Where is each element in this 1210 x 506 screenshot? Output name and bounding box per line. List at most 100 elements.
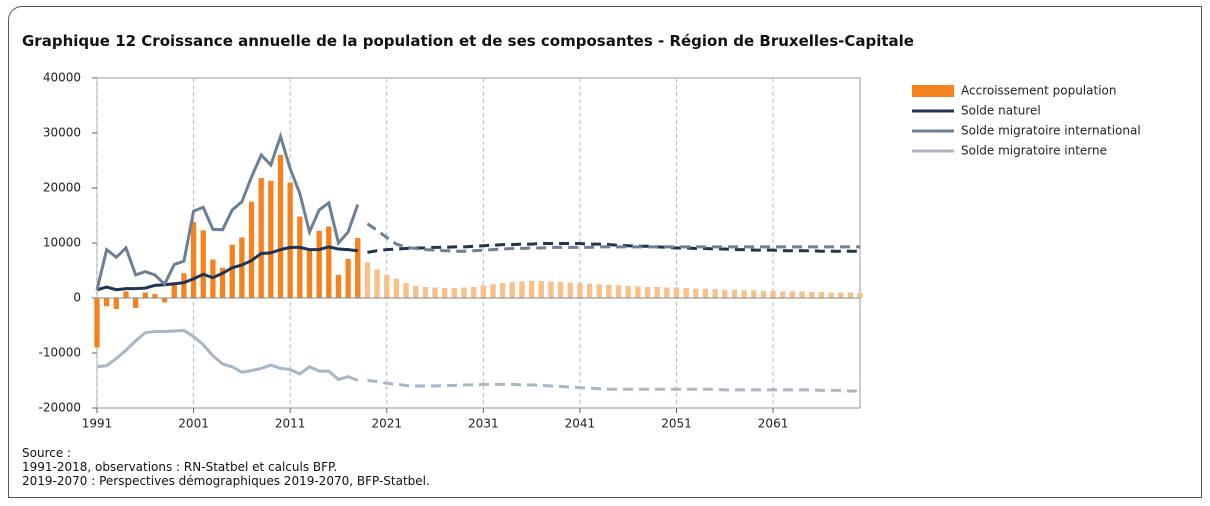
bar — [760, 290, 767, 298]
bar — [606, 284, 612, 298]
bar — [104, 298, 110, 307]
bar — [248, 201, 255, 298]
x-tick-label: 2021 — [371, 417, 402, 431]
y-tick-label: 10000 — [43, 236, 81, 250]
bar — [828, 292, 834, 298]
bar — [432, 287, 438, 298]
bar — [94, 298, 100, 348]
bar — [219, 267, 226, 298]
source: Source : 1991-2018, observations : RN-St… — [22, 446, 430, 488]
bar — [722, 289, 728, 298]
x-tick-label: 1991 — [82, 417, 113, 431]
bar — [499, 283, 506, 298]
bar — [306, 248, 313, 298]
bar — [809, 291, 815, 298]
bar — [461, 287, 467, 298]
bar — [567, 282, 573, 298]
bar — [355, 238, 361, 298]
bar — [528, 280, 535, 298]
y-tick-label: 0 — [73, 291, 81, 305]
bar — [326, 226, 332, 298]
x-tick-label: 2051 — [661, 417, 692, 431]
chart-title: Graphique 12 Croissance annuelle de la p… — [22, 32, 914, 50]
x-tick-label: 2031 — [468, 417, 499, 431]
bar — [480, 285, 486, 298]
bar — [702, 288, 709, 298]
frame — [8, 6, 1202, 498]
bar — [277, 155, 284, 298]
bar — [335, 274, 342, 298]
bar — [200, 230, 206, 298]
bar — [770, 290, 776, 298]
bar — [258, 178, 264, 298]
legend-label: Accroissement population — [961, 84, 1116, 98]
line-projection — [366, 222, 860, 253]
bar — [625, 285, 631, 298]
bar — [316, 230, 322, 298]
bar — [413, 285, 419, 298]
bar — [345, 258, 351, 298]
legend-swatch — [912, 85, 954, 97]
legend-label: Solde naturel — [961, 104, 1041, 118]
bar — [683, 288, 689, 298]
source-line: Source : — [22, 446, 72, 460]
y-tick-label: 20000 — [43, 181, 81, 195]
line-projection — [367, 242, 860, 254]
bar — [490, 284, 496, 298]
x-tick-label: 2041 — [565, 417, 596, 431]
y-tick-label: -10000 — [38, 346, 81, 360]
bar — [239, 237, 245, 298]
bar — [847, 292, 853, 298]
bar — [519, 281, 525, 298]
bar — [838, 292, 844, 298]
bar — [442, 288, 448, 298]
bar — [693, 288, 699, 298]
bar — [229, 244, 235, 298]
bar — [471, 287, 477, 298]
bar — [287, 182, 293, 298]
bar — [577, 283, 583, 298]
bar — [818, 291, 825, 298]
bar — [635, 286, 641, 298]
bar — [403, 283, 409, 298]
source-line: 1991-2018, observations : RN-Statbel et … — [22, 460, 338, 474]
bar — [673, 287, 680, 298]
x-tick-label: 2001 — [178, 417, 209, 431]
bar — [538, 280, 544, 298]
line — [95, 131, 360, 291]
bar — [741, 290, 747, 298]
bar — [393, 278, 400, 298]
bar — [751, 290, 757, 298]
bar — [596, 284, 602, 298]
bar — [712, 289, 718, 298]
bar — [789, 291, 796, 298]
x-tick-label: 2011 — [275, 417, 306, 431]
bar — [181, 273, 187, 298]
bar — [509, 282, 515, 298]
y-tick-label: 40000 — [43, 71, 81, 85]
plot-area — [96, 77, 861, 409]
bar — [364, 262, 371, 298]
bar — [113, 298, 119, 309]
bar — [615, 285, 622, 298]
bar — [132, 298, 139, 308]
bar — [152, 294, 158, 298]
line — [96, 328, 359, 382]
bar — [731, 289, 738, 298]
bar — [297, 216, 303, 298]
bar — [644, 287, 651, 298]
legend-label: Solde migratoire international — [961, 124, 1141, 138]
line-projection — [367, 379, 860, 393]
source-line: 2019-2070 : Perspectives démographiques … — [22, 474, 430, 488]
bar — [451, 288, 458, 298]
bar — [586, 283, 593, 298]
line — [96, 245, 358, 292]
y-tick-label: -20000 — [38, 401, 81, 415]
bar — [190, 222, 197, 298]
bar — [374, 269, 380, 298]
x-tick-label: 2061 — [758, 417, 789, 431]
bar — [123, 291, 129, 298]
bar — [654, 287, 660, 298]
bar — [171, 284, 177, 298]
